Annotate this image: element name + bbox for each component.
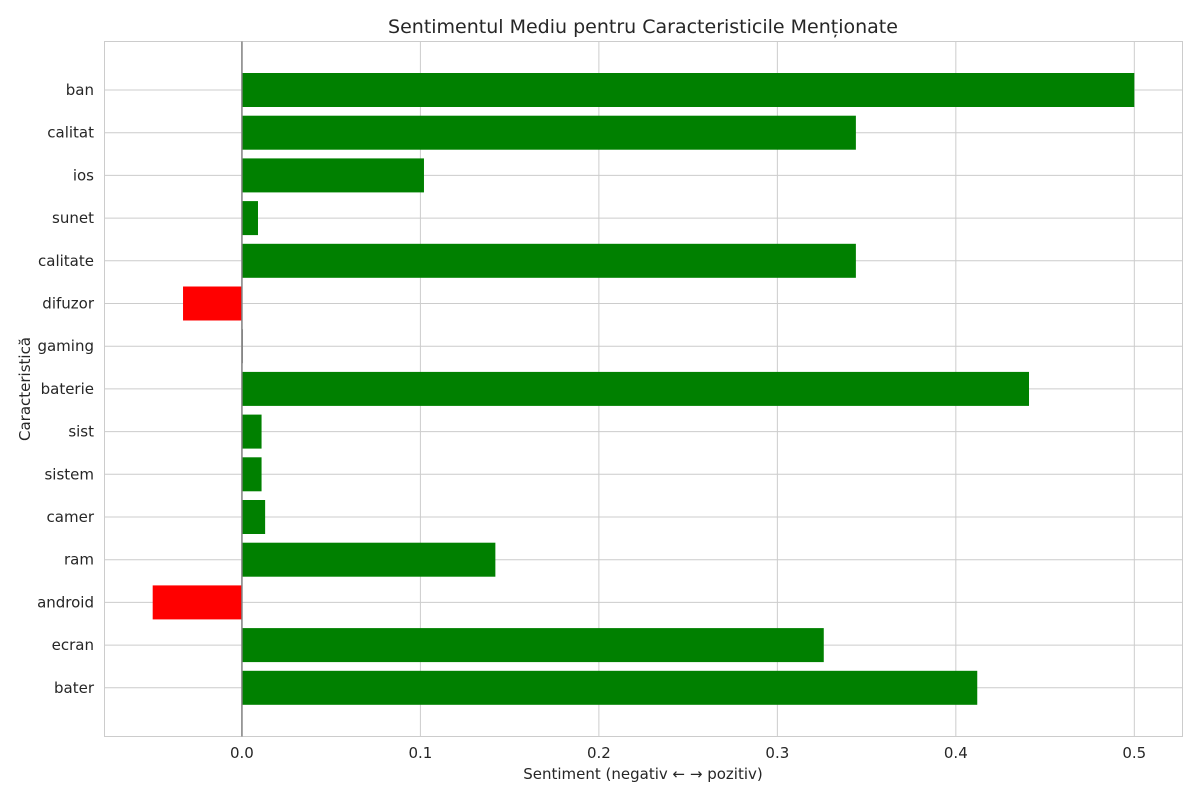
bar-ios: [241, 158, 424, 193]
x-tick-label: 0.0: [230, 744, 254, 762]
bar-ram: [241, 542, 496, 577]
chart-title: Sentimentul Mediu pentru Caracteristicil…: [388, 16, 898, 38]
y-tick-label-calitat: calitat: [47, 124, 94, 142]
x-axis-title: Sentiment (negativ ← → pozitiv): [523, 765, 763, 783]
bar-sistem: [241, 457, 262, 492]
y-axis-title: Caracteristică: [16, 337, 34, 441]
bar-baterie: [241, 371, 1030, 406]
x-tick-label: 0.1: [408, 744, 432, 762]
bar-ecran: [241, 628, 824, 663]
y-tick-label-ban: ban: [66, 81, 94, 99]
x-tick-label: 0.5: [1122, 744, 1146, 762]
y-tick-label-sist: sist: [68, 423, 94, 441]
bar-difuzor: [183, 286, 242, 321]
y-tick-label-gaming: gaming: [37, 337, 94, 355]
y-tick-label-android: android: [37, 593, 94, 611]
bar-sist: [241, 414, 262, 449]
y-tick-label-sunet: sunet: [52, 209, 94, 227]
y-tick-label-ios: ios: [73, 166, 94, 184]
y-tick-label-ecran: ecran: [52, 636, 94, 654]
bar-bater: [241, 670, 978, 705]
bar-sunet: [241, 201, 258, 236]
y-tick-label-calitate: calitate: [38, 252, 94, 270]
y-tick-label-bater: bater: [54, 679, 95, 697]
x-tick-label: 0.4: [944, 744, 968, 762]
bar-camer: [241, 500, 266, 534]
bars-group: [152, 73, 1135, 705]
x-tick-label: 0.3: [765, 744, 789, 762]
y-tick-label-sistem: sistem: [44, 465, 94, 483]
y-tick-label-difuzor: difuzor: [42, 295, 95, 313]
plot-area: [104, 41, 1183, 737]
x-tick-label: 0.2: [587, 744, 611, 762]
y-tick-labels: ban calitat ios sunet calitate difuzor gaming b…: [37, 81, 95, 697]
bar-ban: [241, 73, 1135, 107]
bar-calitate: [241, 243, 856, 278]
y-tick-label-baterie: baterie: [41, 380, 94, 398]
x-tick-labels: 0.0 0.1 0.2 0.3 0.4 0.5: [230, 744, 1146, 762]
y-tick-label-camer: camer: [47, 508, 95, 526]
bar-android: [152, 585, 242, 620]
bar-calitat: [241, 115, 856, 150]
y-tick-label-ram: ram: [64, 551, 94, 569]
